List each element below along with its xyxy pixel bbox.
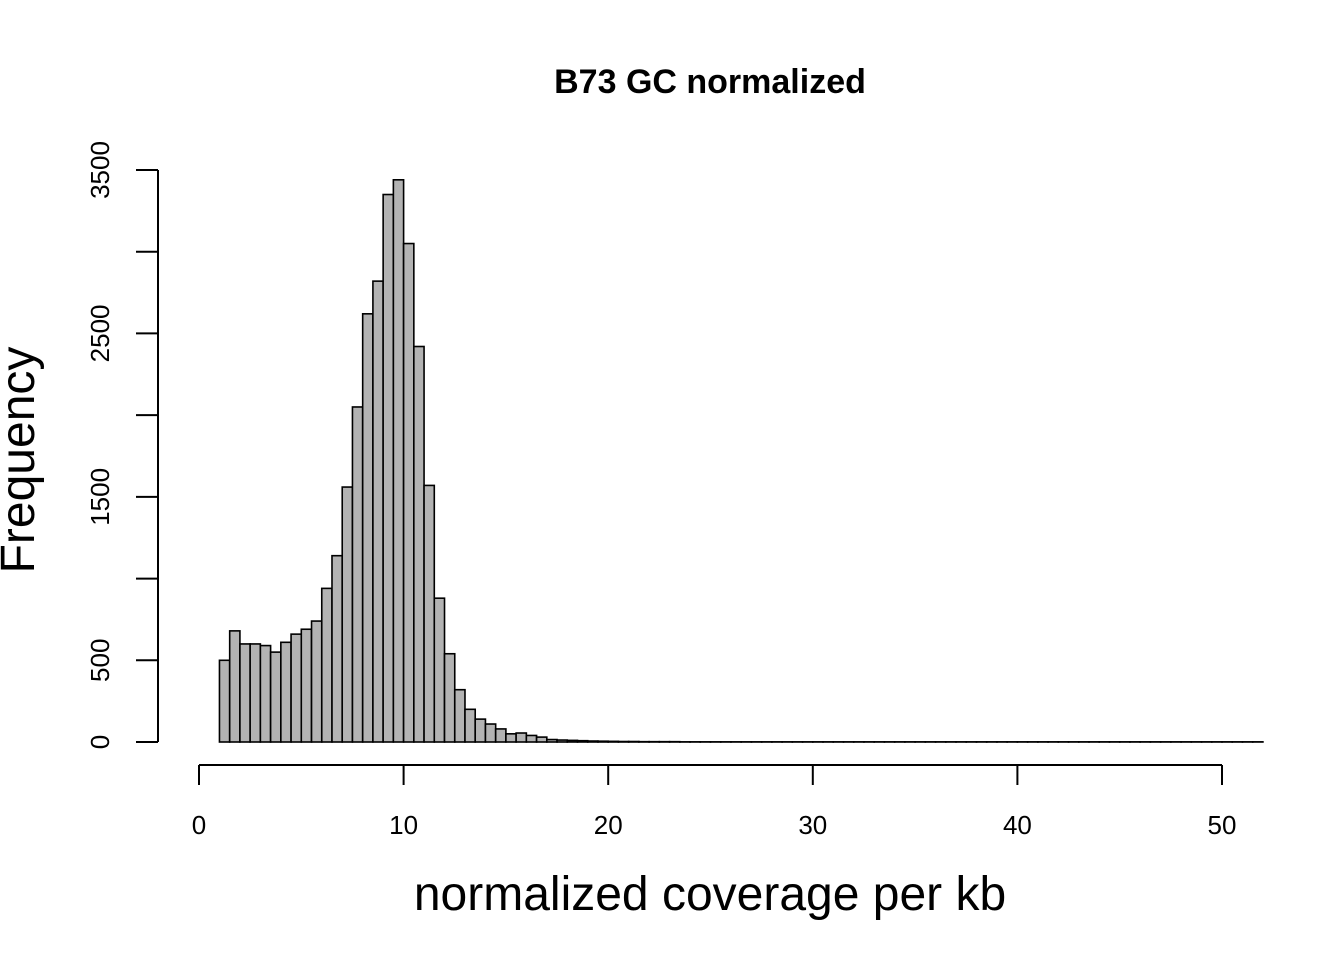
histogram-bar — [228, 630, 241, 743]
histogram-bar — [515, 732, 528, 743]
y-tick-label: 500 — [85, 639, 115, 682]
histogram-bar — [566, 739, 579, 743]
histogram-bar — [239, 643, 251, 743]
histogram-bar — [382, 193, 395, 743]
histogram-bar — [556, 739, 569, 743]
histogram-bar — [341, 486, 354, 743]
histogram-bar — [320, 587, 333, 743]
histogram-bar — [586, 740, 599, 743]
histogram-bar — [453, 688, 466, 743]
histogram-bar — [269, 651, 282, 743]
y-tick-label: 3500 — [85, 141, 115, 199]
histogram-bar — [464, 708, 477, 743]
histogram-bar — [525, 734, 538, 743]
histogram-bar — [331, 554, 344, 743]
histogram-bar — [597, 740, 609, 743]
histogram-bar — [413, 345, 425, 743]
x-tick-label: 40 — [1003, 810, 1032, 840]
histogram-bar — [546, 738, 558, 743]
histogram-bar — [218, 659, 231, 743]
histogram-bar — [372, 280, 384, 743]
y-tick-label: 0 — [85, 735, 115, 749]
x-axis-ticks: 0 10 20 30 40 50 — [192, 765, 1237, 840]
x-tick-label: 30 — [798, 810, 827, 840]
histogram-bar — [535, 736, 548, 743]
histogram-bar — [433, 597, 446, 743]
histogram-bar — [361, 313, 374, 743]
x-tick-label: 0 — [192, 810, 206, 840]
histogram-bar — [392, 179, 405, 743]
y-tick-label: 1500 — [85, 468, 115, 526]
histogram-bar — [576, 739, 589, 743]
x-tick-label: 10 — [389, 810, 418, 840]
x-tick-label: 20 — [594, 810, 623, 840]
chart-title: B73 GC normalized — [554, 63, 866, 101]
histogram-bar — [443, 652, 456, 743]
x-axis-title: normalized coverage per kb — [414, 868, 1006, 921]
histogram-bar — [474, 718, 487, 743]
histogram-bar — [402, 242, 415, 743]
histogram-bar — [249, 643, 262, 743]
histogram-bar — [290, 633, 303, 743]
histogram-bar — [300, 628, 313, 743]
histogram-bar — [351, 406, 364, 743]
histogram-bars — [218, 179, 1264, 743]
histogram-bar — [494, 728, 507, 743]
y-tick-label: 2500 — [85, 305, 115, 363]
histogram-bar — [423, 484, 436, 743]
y-axis-title: Frequency — [0, 347, 45, 574]
histogram-bar — [505, 733, 517, 743]
histogram-bar — [310, 620, 323, 743]
histogram-bar — [484, 723, 497, 743]
histogram-bar — [280, 641, 292, 743]
y-axis-ticks: 0 500 1500 2500 3500 — [85, 141, 158, 749]
histogram-bar — [259, 644, 272, 743]
histogram-bar — [607, 740, 620, 743]
x-tick-label: 50 — [1208, 810, 1237, 840]
